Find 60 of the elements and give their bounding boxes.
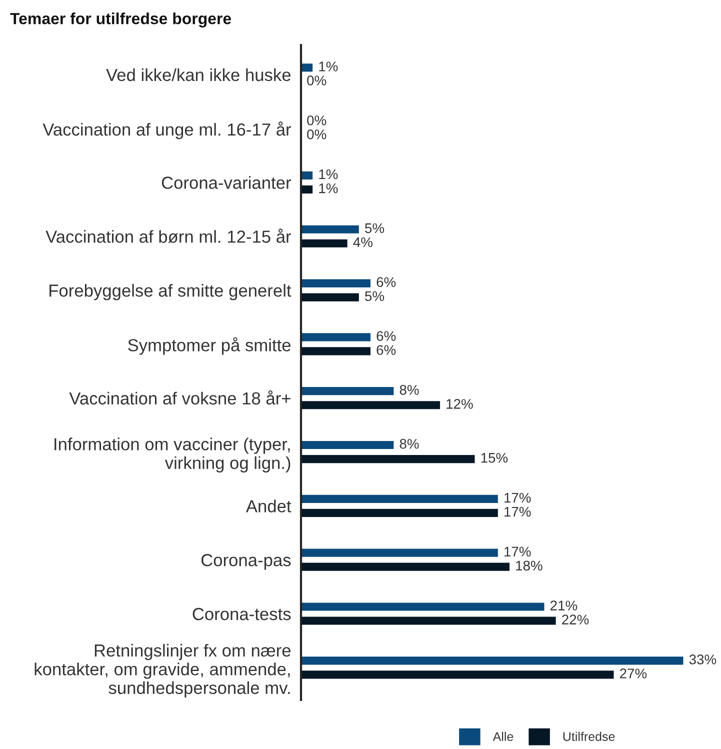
y-tick-label: Forebyggelse af smitte generelt <box>50 284 292 300</box>
data-label: 1% <box>319 62 338 72</box>
legend-label: Alle <box>492 732 514 741</box>
data-label: 27% <box>620 668 647 678</box>
data-label: 17% <box>504 546 531 556</box>
y-tick-label: Corona-tests <box>192 608 291 620</box>
bar <box>301 171 313 180</box>
data-label: 1% <box>319 183 338 194</box>
bar <box>301 347 370 356</box>
bar <box>301 440 394 450</box>
data-label: 18% <box>516 560 542 571</box>
data-label: 22% <box>562 614 589 624</box>
data-label: 6% <box>376 277 396 288</box>
bar <box>301 454 475 464</box>
bar <box>301 602 544 611</box>
y-tick-label: Vaccination af unge ml. 16-17 år <box>42 122 292 140</box>
data-label: 6% <box>376 345 396 355</box>
bar <box>301 670 614 679</box>
y-tick-label: Retningslinjer fx om nære kontakter, om gravide, ammende, sundhedspersonale mv. <box>34 644 291 698</box>
bar <box>301 387 394 396</box>
data-label: 0% <box>307 115 326 126</box>
data-label: 4% <box>353 237 372 248</box>
bar <box>301 562 510 571</box>
data-label: 12% <box>446 399 473 409</box>
y-tick-label: Vaccination af voksne 18 år+ <box>69 390 290 405</box>
y-tick-label: Symptomer på smitte <box>128 337 291 355</box>
data-label: 15% <box>481 452 508 463</box>
y-tick-label: Andet <box>246 500 292 512</box>
data-label: 21% <box>550 600 578 610</box>
bar <box>301 333 370 342</box>
legend-label: Utilfredse <box>563 732 615 741</box>
bar <box>301 656 684 665</box>
data-label: 5% <box>365 291 384 302</box>
bar <box>301 64 313 72</box>
bar <box>301 225 359 234</box>
bar <box>301 616 556 625</box>
data-label: 8% <box>400 384 419 395</box>
bar <box>301 279 370 288</box>
data-label: 8% <box>400 438 419 449</box>
bar <box>301 185 313 194</box>
bar <box>301 494 498 503</box>
bar <box>301 508 498 517</box>
bar <box>301 239 348 248</box>
data-label: 5% <box>365 223 384 234</box>
y-tick-label: Corona-varianter <box>162 176 291 189</box>
data-label: 17% <box>504 492 531 503</box>
data-label: 6% <box>376 331 396 341</box>
data-label: 1% <box>319 169 338 180</box>
y-tick-label: Vaccination af børn ml. 12-15 år <box>46 228 292 243</box>
bar <box>301 401 440 410</box>
bar <box>301 293 359 302</box>
data-label: 0% <box>307 129 326 140</box>
data-label: 17% <box>504 506 531 517</box>
data-label: 33% <box>689 654 716 664</box>
text: Temaer for utilfredse borgere <box>10 12 232 28</box>
y-tick-label: Ved ikke/kan ikke huske <box>106 68 291 82</box>
data-label: 0% <box>307 76 326 86</box>
y-tick-label: Corona-pas <box>201 554 291 570</box>
bar <box>301 548 498 557</box>
y-tick-label: Information om vacciner (typer, virkning og lign.) <box>54 438 290 473</box>
